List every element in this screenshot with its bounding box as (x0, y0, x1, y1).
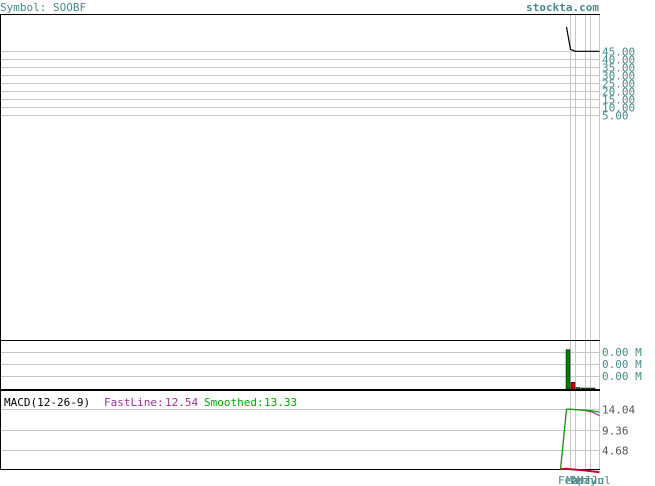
smoothed-line (559, 408, 600, 471)
volume-bar (580, 387, 586, 390)
price-tick-label: 5.00 (602, 110, 629, 123)
x-month-label: Apr (571, 474, 591, 486)
volume-bar (590, 387, 596, 390)
price-tick-label: 25.00 (602, 78, 635, 91)
macd-title: MACD(12-26-9) (4, 396, 90, 409)
macd-tick-label: 14.04 (602, 404, 635, 417)
macd-histogram-line (560, 467, 600, 474)
macd-tick-label: 4.68 (602, 445, 629, 458)
price-line (565, 26, 600, 52)
x-month-label: Feb (558, 474, 578, 486)
x-month-label: Jul (591, 474, 611, 486)
smoothed-value: 13.33 (264, 396, 297, 409)
fastline-label: FastLine: (104, 396, 164, 409)
x-month-label: Mar (566, 474, 586, 486)
price-tick-label: 20.00 (602, 86, 635, 99)
volume-bar (575, 387, 581, 390)
volume-tick-label: 0.00 M (602, 370, 642, 383)
fastline-line (559, 408, 600, 470)
price-tick-label: 30.00 (602, 70, 635, 83)
volume-bar (585, 387, 591, 390)
symbol-title: Symbol: SOOBF (0, 1, 86, 14)
volume-bar (570, 382, 576, 390)
price-tick-label: 40.00 (602, 54, 635, 67)
fastline-value: 12.54 (165, 396, 198, 409)
price-tick-label: 35.00 (602, 62, 635, 75)
price-panel-frame (0, 14, 600, 341)
price-tick-label: 45.00 (602, 46, 635, 59)
x-month-label: May (577, 474, 597, 486)
x-month-label: Jun (584, 474, 604, 486)
macd-tick-label: 9.36 (602, 425, 629, 438)
macd-panel: MACD(12-26-9) FastLine: 12.54 Smoothed: … (0, 390, 635, 474)
volume-tick-label: 0.00 M (602, 358, 642, 371)
site-label[interactable]: stockta.com (526, 1, 599, 14)
price-tick-label: 10.00 (602, 102, 635, 115)
price-tick-label: 15.00 (602, 94, 635, 107)
price-panel: 45.0040.0035.0030.0025.0020.0015.0010.00… (0, 14, 635, 341)
volume-tick-label: 0.00 M (602, 346, 642, 359)
volume-bar (565, 349, 571, 390)
volume-panel: 0.00 M0.00 M0.00 M (0, 340, 642, 390)
smoothed-label: Smoothed: (204, 396, 264, 409)
